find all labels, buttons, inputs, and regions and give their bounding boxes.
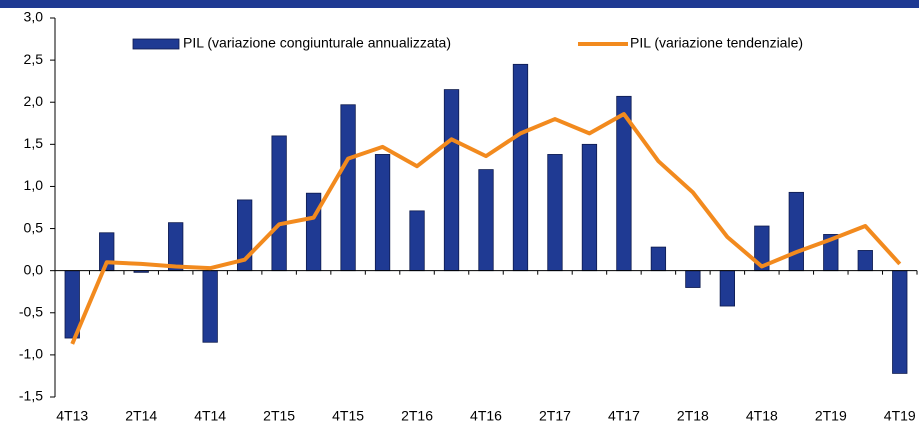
- x-tick-label: 4T18: [746, 408, 778, 424]
- bar: [409, 210, 425, 272]
- header-band: [0, 0, 919, 8]
- y-tick-label: 1,5: [24, 135, 44, 151]
- bar: [892, 270, 908, 374]
- x-tick-label: 2T18: [677, 408, 709, 424]
- bar: [271, 135, 287, 272]
- x-tick-label: 4T15: [332, 408, 364, 424]
- legend-swatch: [132, 38, 180, 50]
- bar: [581, 143, 598, 272]
- x-tick-label: 2T16: [401, 408, 433, 424]
- legend-label: PIL (variazione congiunturale annualizza…: [183, 35, 451, 51]
- line-series: [70, 112, 902, 345]
- bar: [788, 191, 804, 272]
- x-tick-label: 4T14: [194, 408, 226, 424]
- y-tick-label: -1,0: [19, 346, 43, 362]
- bar: [305, 192, 322, 272]
- x-tick-label: 2T17: [539, 408, 571, 424]
- bar: [719, 270, 736, 307]
- x-tick-label: 2T14: [125, 408, 157, 424]
- y-tick-label: -1,5: [19, 388, 43, 404]
- x-tick-label: 2T19: [815, 408, 847, 424]
- bar: [202, 270, 218, 343]
- bar: [374, 154, 391, 272]
- bar: [168, 222, 184, 272]
- bar: [857, 250, 873, 272]
- bar: [685, 270, 701, 288]
- bar: [650, 246, 667, 272]
- bar: [512, 63, 529, 272]
- y-tick-label: -0,5: [19, 303, 43, 319]
- legend-label: PIL (variazione tendenziale): [630, 35, 803, 51]
- bar: [340, 104, 356, 272]
- bar: [547, 154, 563, 272]
- x-tick-label: 4T19: [884, 408, 916, 424]
- y-tick-label: 0,5: [24, 219, 44, 235]
- bar: [443, 89, 460, 272]
- x-tick-label: 4T13: [56, 408, 88, 424]
- y-tick-label: 1,0: [24, 177, 44, 193]
- x-tick-label: 2T15: [263, 408, 295, 424]
- x-tick-label: 4T17: [608, 408, 640, 424]
- y-tick-label: 2,5: [24, 51, 44, 67]
- y-tick-label: 2,0: [24, 93, 44, 109]
- x-tick-label: 4T16: [470, 408, 502, 424]
- bar: [478, 169, 494, 272]
- y-tick-label: 0,0: [24, 261, 44, 277]
- y-tick-label: 3,0: [24, 9, 44, 25]
